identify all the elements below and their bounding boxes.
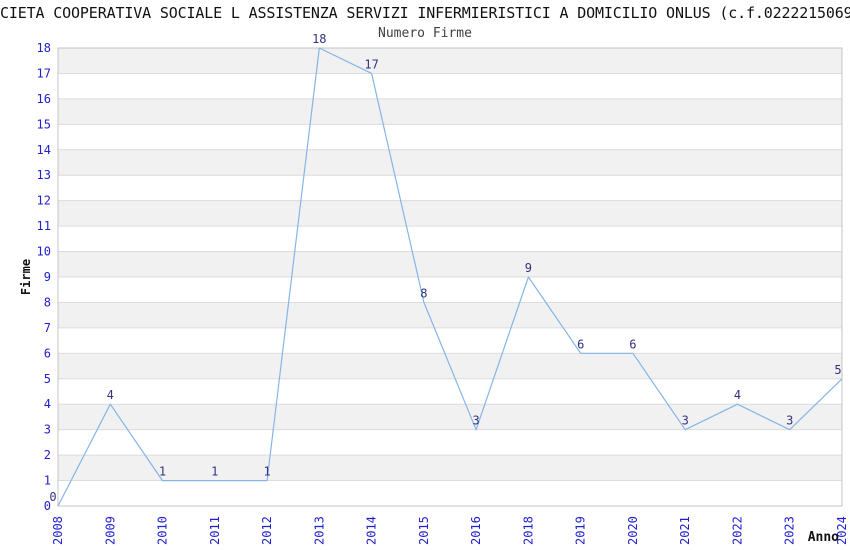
y-tick-label: 4 xyxy=(44,397,51,411)
data-point-label: 17 xyxy=(364,57,378,71)
data-point-label: 3 xyxy=(472,414,479,428)
band-stripe xyxy=(58,302,842,328)
y-tick-label: 0 xyxy=(44,499,51,513)
y-tick-label: 8 xyxy=(44,295,51,309)
x-tick-label: 2012 xyxy=(260,516,274,545)
x-tick-label: 2015 xyxy=(417,516,431,545)
data-point-label: 3 xyxy=(682,414,689,428)
series-line xyxy=(57,47,843,507)
data-point-label: 8 xyxy=(420,286,427,300)
data-point-label: 6 xyxy=(629,337,636,351)
data-point-label: 4 xyxy=(107,388,114,402)
x-axis-title: Anno xyxy=(808,530,839,545)
plot-border-rect xyxy=(57,47,843,507)
y-tick-label: 6 xyxy=(44,346,51,360)
x-tick-label: 2023 xyxy=(783,516,797,545)
x-tick-label: 2016 xyxy=(469,516,483,545)
chart-subtitle: Numero Firme xyxy=(378,26,472,41)
plot-border xyxy=(57,47,843,507)
series-polyline xyxy=(57,47,843,507)
gridlines xyxy=(58,72,842,482)
y-tick-label: 2 xyxy=(44,448,51,462)
x-tick-label: 2010 xyxy=(156,516,170,545)
band-stripe xyxy=(58,48,842,74)
y-tick-label: 11 xyxy=(37,219,51,233)
y-tick-label: 17 xyxy=(37,66,51,80)
y-tick-label: 10 xyxy=(37,245,51,259)
band-stripe xyxy=(58,455,842,481)
y-tick-label: 15 xyxy=(37,117,51,131)
data-point-label: 4 xyxy=(734,388,741,402)
y-tick-label: 7 xyxy=(44,321,51,335)
band-stripes xyxy=(58,48,842,481)
y-tick-label: 5 xyxy=(44,372,51,386)
x-axis-ticks: 2008 2009 2010 2011 2012 2013 2014 2015 2016 2018… xyxy=(51,516,849,545)
data-point-label: 6 xyxy=(577,337,584,351)
band-stripe xyxy=(58,149,842,176)
chart-title: CIETA COOPERATIVA SOCIALE L ASSISTENZA S… xyxy=(0,5,850,22)
y-tick-label: 9 xyxy=(44,270,51,284)
data-point-label: 9 xyxy=(525,261,532,275)
data-point-label: 1 xyxy=(263,465,270,479)
x-tick-label: 2018 xyxy=(521,516,535,545)
x-tick-label: 2021 xyxy=(678,516,692,545)
x-tick-label: 2014 xyxy=(365,516,379,545)
band-stripe xyxy=(58,200,842,227)
x-tick-label: 2022 xyxy=(731,516,745,545)
y-axis-title: Firme xyxy=(19,259,33,295)
y-tick-label: 12 xyxy=(37,194,51,208)
band-stripe xyxy=(58,251,842,277)
y-tick-label: 1 xyxy=(44,474,51,488)
x-tick-label: 2024 xyxy=(835,516,849,545)
y-tick-label: 16 xyxy=(37,92,51,106)
data-point-label: 0 xyxy=(49,490,56,504)
band-stripe xyxy=(58,404,842,430)
data-point-label: 1 xyxy=(211,465,218,479)
y-tick-label: 3 xyxy=(44,423,51,437)
x-tick-label: 2013 xyxy=(312,516,326,545)
data-point-label: 18 xyxy=(312,32,326,46)
y-tick-label: 13 xyxy=(37,168,51,182)
band-stripe xyxy=(58,98,842,125)
data-point-label: 5 xyxy=(834,363,841,377)
data-labels: 0 4 1 1 1 18 17 8 3 9 6 6 3 4 3 5 xyxy=(49,32,841,504)
y-tick-label: 14 xyxy=(37,143,51,157)
y-tick-label: 18 xyxy=(37,41,51,55)
data-point-label: 3 xyxy=(786,414,793,428)
x-tick-label: 2019 xyxy=(574,516,588,545)
x-tick-label: 2020 xyxy=(626,516,640,545)
x-tick-label: 2011 xyxy=(208,516,222,545)
data-point-label: 1 xyxy=(159,465,166,479)
x-tick-label: 2008 xyxy=(51,516,65,545)
x-tick-label: 2009 xyxy=(103,516,117,545)
